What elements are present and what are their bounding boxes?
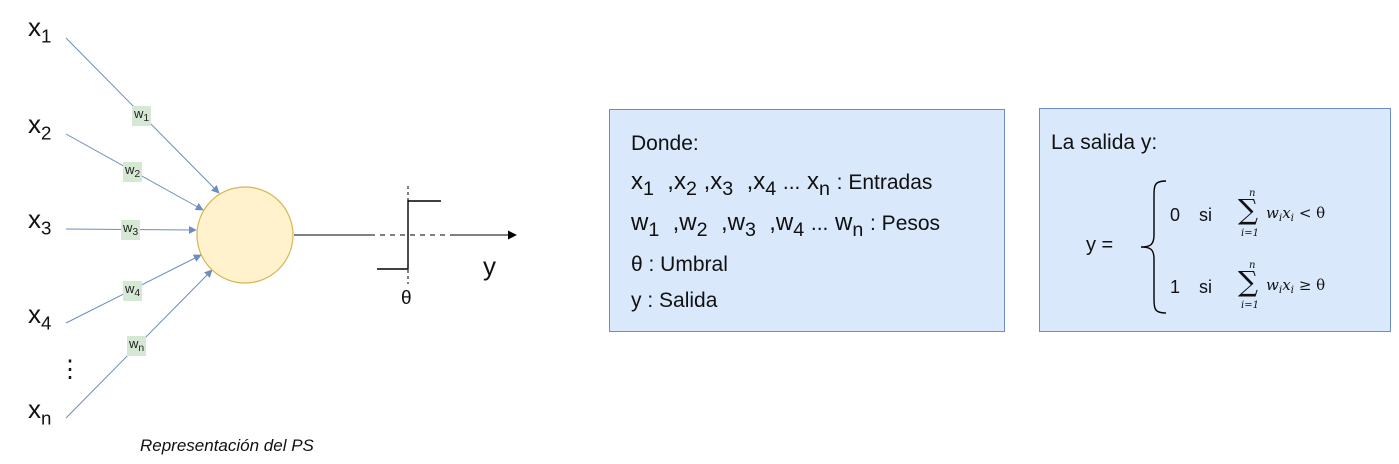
legend-weights-line: w1 ,w2 ,w3 ,w4 ... wn : Pesos [631, 209, 941, 241]
case-1-sigma: ∑ [1238, 265, 1258, 298]
weight-w2: w2 [123, 162, 143, 183]
figure-caption: Representación del PS [140, 436, 314, 455]
output-y-label: y [483, 251, 496, 281]
neuron-node [196, 186, 294, 284]
case-0-word: si [1199, 205, 1212, 225]
input-x2: x2 [28, 109, 52, 144]
case-1-sum-upper: n [1249, 260, 1256, 271]
threshold-theta-label: θ [401, 288, 412, 309]
case-0-sigma: ∑ [1238, 193, 1258, 226]
case-1-sum-lower: i=1 [1241, 300, 1259, 311]
legend-threshold-line: θ : Umbral [631, 253, 728, 276]
case-1-word: si [1199, 277, 1212, 297]
input-x4: x4 [28, 299, 52, 334]
case-brace [1140, 180, 1167, 314]
case-1-value: 1 [1170, 277, 1181, 297]
output-box-title: La salida y: [1051, 131, 1158, 154]
input-xn: xn [28, 394, 52, 429]
input-x3: x3 [28, 204, 52, 239]
case-0-sum-lower: i=1 [1241, 228, 1259, 239]
weight-w4: w4 [123, 281, 143, 302]
case-0-value: 0 [1170, 205, 1181, 225]
input-ellipsis: ⋮ [58, 356, 82, 383]
case-1-expression: wixi ≥ θ [1266, 276, 1326, 297]
weight-wn: wn [127, 336, 147, 357]
legend-inputs-line: x1 ,x2 ,x3 ,x4 ... xn : Entradas [631, 168, 933, 200]
output-lhs: y = [1086, 234, 1114, 256]
legend-box: Donde: x1 ,x2 ,x3 ,x4 ... xn : Entradas … [609, 109, 1005, 332]
output-box: La salida y: y = 0 si n ∑ i=1 wixi < θ 1… [1039, 108, 1391, 332]
weight-w1: w1 [132, 106, 152, 127]
weight-w3: w3 [121, 220, 141, 241]
step-function [377, 200, 441, 270]
legend-title: Donde: [631, 132, 699, 155]
case-0-expression: wixi < θ [1266, 204, 1326, 225]
legend-output-line: y : Salida [631, 289, 718, 312]
input-x1: x1 [28, 12, 52, 47]
case-0-sum-upper: n [1249, 188, 1256, 199]
